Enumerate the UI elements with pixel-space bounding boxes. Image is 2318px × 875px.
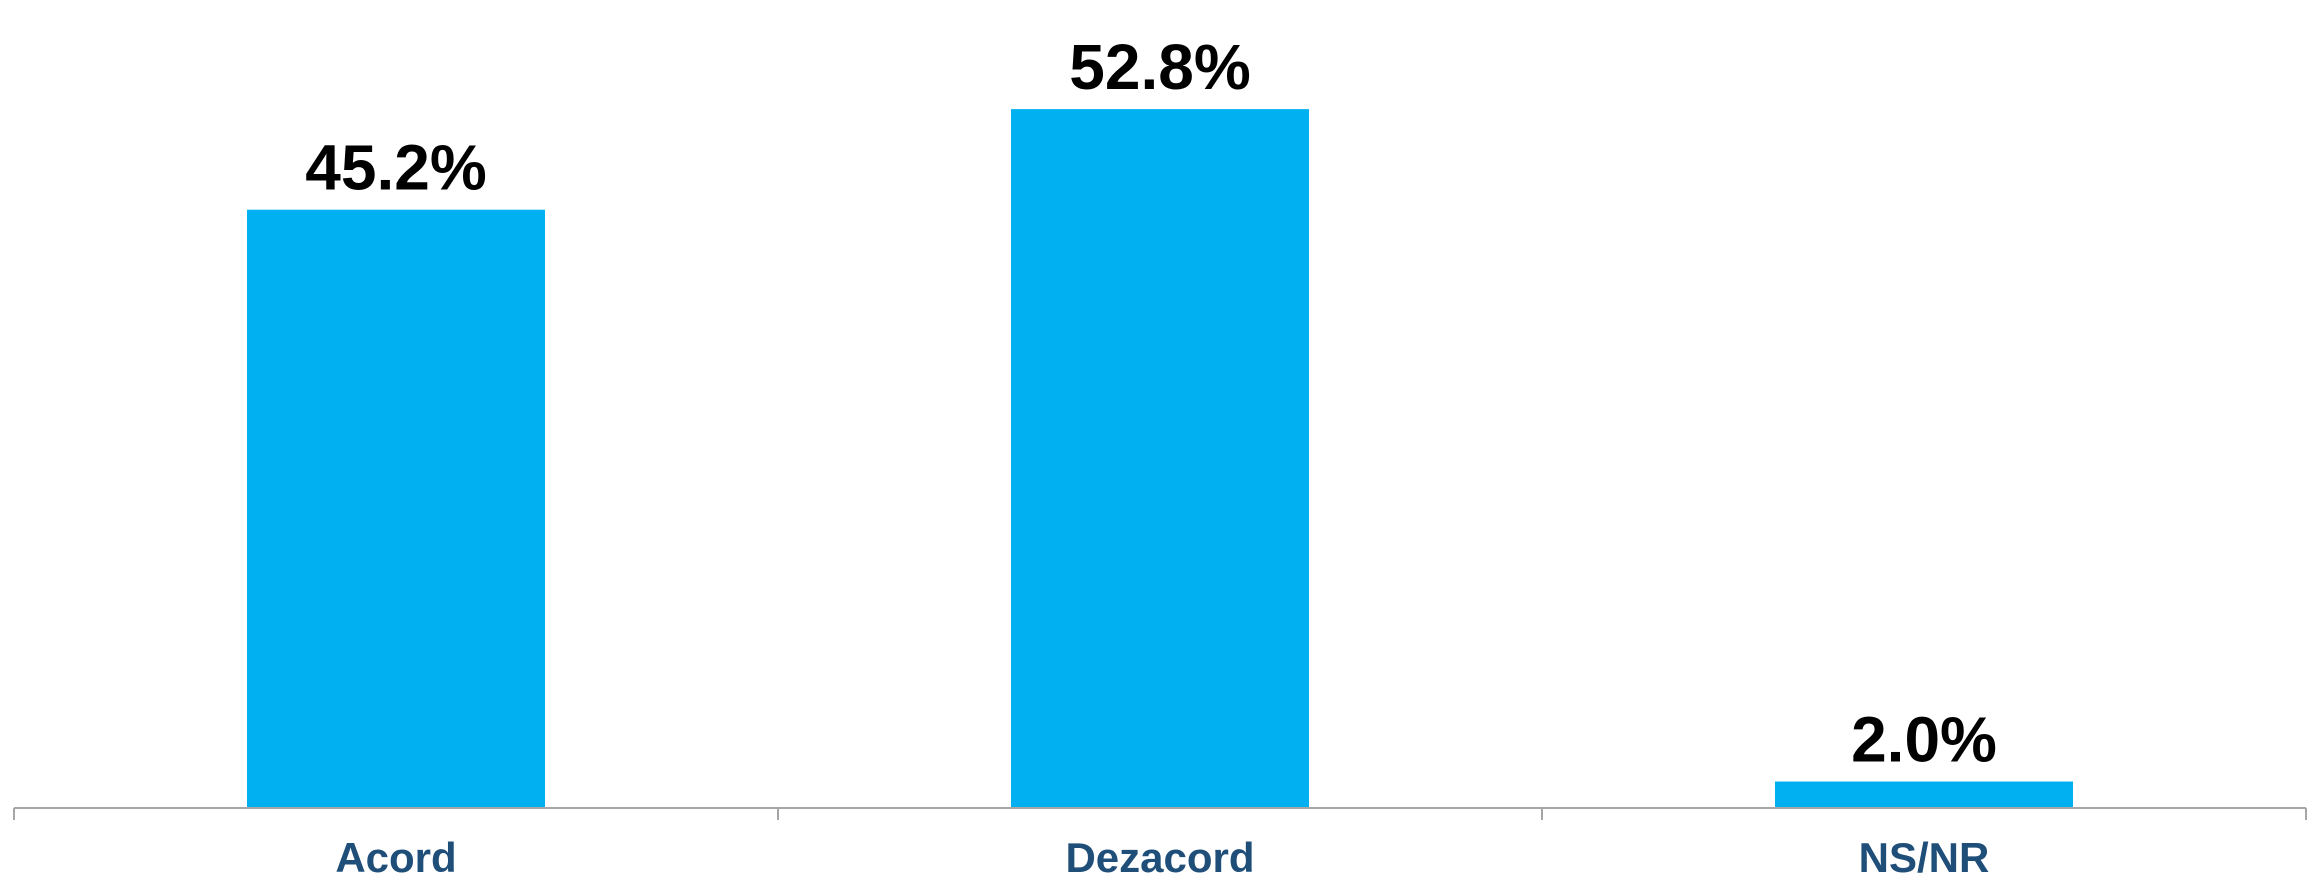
category-label: Acord (335, 834, 456, 875)
category-label: Dezacord (1065, 834, 1254, 875)
data-label: 52.8% (1069, 31, 1250, 103)
data-label: 45.2% (305, 132, 486, 204)
x-axis-ticks-group (13, 808, 2307, 820)
bar-ns-nr (1775, 781, 2073, 808)
data-label: 2.0% (1851, 704, 1997, 776)
category-labels-group: Acord Dezacord NS/NR (335, 834, 1989, 875)
bar-acord (247, 209, 545, 808)
value-labels-group: 45.2% 52.8% 2.0% (305, 31, 1997, 775)
bar-dezacord (1011, 109, 1309, 809)
bars-group (247, 109, 2073, 809)
category-label: NS/NR (1859, 834, 1990, 875)
